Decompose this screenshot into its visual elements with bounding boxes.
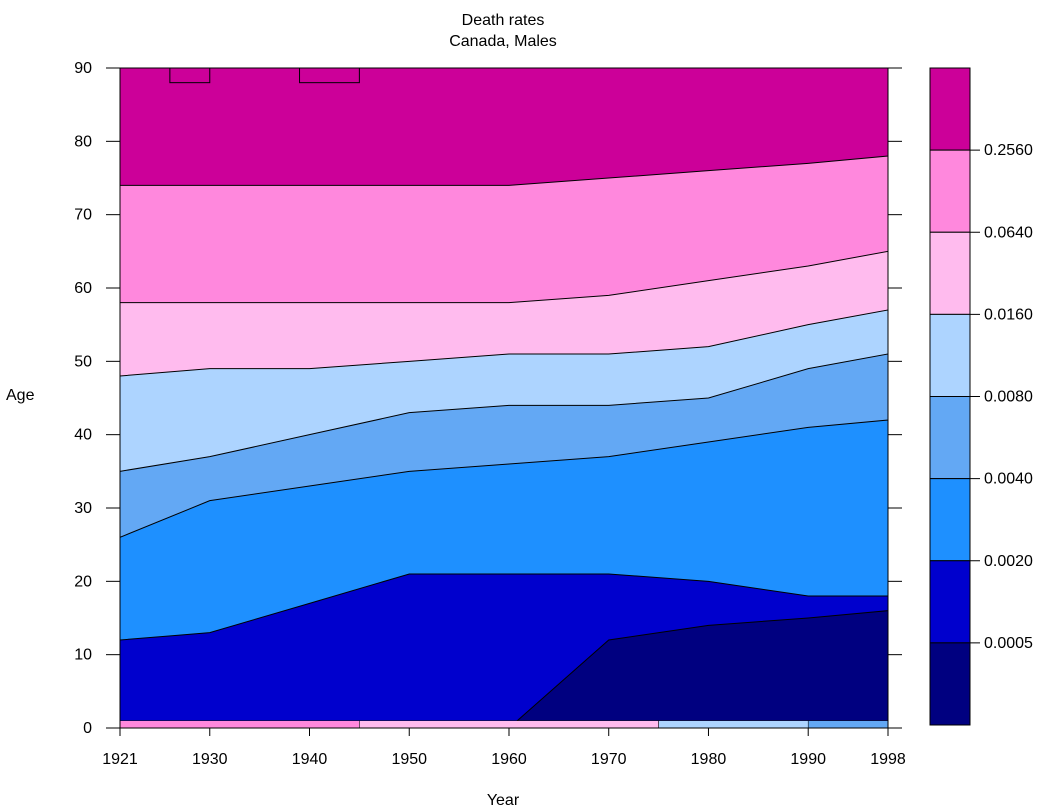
- legend-swatch: [929, 396, 971, 480]
- x-tick-label: 1921: [102, 751, 138, 768]
- y-tick-label: 80: [74, 133, 92, 150]
- y-tick-label: 0: [83, 720, 92, 737]
- x-tick-label: 1990: [790, 751, 826, 768]
- infant-mortality-segment: [359, 720, 659, 729]
- infant-mortality-segment: [119, 720, 360, 729]
- infant-mortality-segment: [807, 720, 889, 729]
- legend-label: 0.0020: [984, 553, 1033, 570]
- chart-subtitle: Canada, Males: [449, 33, 557, 50]
- x-axis: 1921 1930 1940 1950 1960 1970 1980 1990 1998: [102, 727, 906, 768]
- x-tick-label: 1998: [870, 751, 906, 768]
- band-highest-patch: [299, 67, 360, 84]
- y-tick-label: 10: [74, 647, 92, 664]
- legend-label: 0.0040: [984, 471, 1033, 488]
- legend-swatch: [929, 478, 971, 562]
- y-axis: 0 10 20 30 40 50 60 70 80 90: [74, 60, 902, 737]
- x-tick-label: 1980: [691, 751, 727, 768]
- legend-label: 0.0640: [984, 224, 1033, 241]
- legend-swatch: [929, 231, 971, 315]
- x-tick-label: 1970: [591, 751, 627, 768]
- legend-swatch: [929, 313, 971, 397]
- legend-swatch: [929, 642, 971, 726]
- legend-label: 0.0080: [984, 389, 1033, 406]
- y-tick-label: 70: [74, 207, 92, 224]
- x-tick-label: 1940: [292, 751, 328, 768]
- y-tick-label: 20: [74, 573, 92, 590]
- legend-swatch: [929, 560, 971, 644]
- y-tick-label: 40: [74, 427, 92, 444]
- legend-swatch: [929, 67, 971, 151]
- color-legend: 0.0005 0.0020 0.0040 0.0080 0.0160 0.0640 0.25…: [929, 67, 1033, 726]
- legend-label: 0.0160: [984, 306, 1033, 323]
- legend-label: 0.2560: [984, 142, 1033, 159]
- y-tick-label: 60: [74, 280, 92, 297]
- band-highest-patch: [169, 67, 211, 84]
- y-tick-label: 50: [74, 353, 92, 370]
- y-tick-label: 90: [74, 60, 92, 77]
- x-tick-label: 1960: [491, 751, 527, 768]
- x-tick-label: 1930: [192, 751, 228, 768]
- y-tick-label: 30: [74, 500, 92, 517]
- legend-swatch: [929, 149, 971, 233]
- y-axis-label: Age: [6, 387, 35, 404]
- chart-title: Death rates: [462, 12, 545, 29]
- legend-label: 0.0005: [984, 635, 1033, 652]
- plot-area: [119, 67, 889, 729]
- x-tick-label: 1950: [391, 751, 427, 768]
- x-axis-label: Year: [487, 792, 520, 809]
- infant-mortality-segment: [658, 720, 809, 729]
